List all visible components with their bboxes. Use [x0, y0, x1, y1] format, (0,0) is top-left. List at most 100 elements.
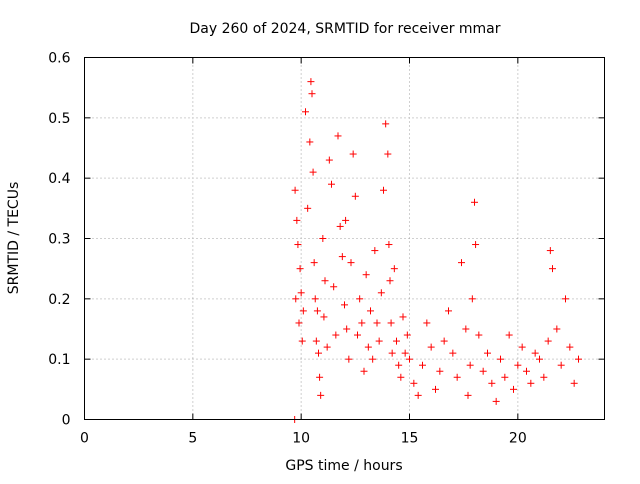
data-point	[338, 253, 346, 261]
data-point	[427, 343, 435, 351]
data-point	[401, 349, 409, 357]
data-point	[373, 319, 381, 327]
data-point	[309, 168, 317, 176]
data-point	[410, 379, 418, 387]
x-tick-label: 0	[80, 431, 89, 447]
data-point	[440, 337, 448, 345]
data-point	[390, 265, 398, 273]
data-point	[342, 216, 350, 224]
data-point	[358, 319, 366, 327]
data-point	[345, 355, 353, 363]
data-point	[323, 343, 331, 351]
data-point	[570, 379, 578, 387]
data-series	[291, 78, 582, 423]
data-point	[310, 259, 318, 267]
data-point	[349, 150, 357, 158]
data-point	[377, 289, 385, 297]
data-point	[557, 361, 565, 369]
data-point	[380, 186, 387, 194]
data-point	[386, 277, 394, 285]
data-point	[294, 241, 302, 249]
grid-lines	[84, 57, 605, 420]
data-point	[544, 337, 552, 345]
data-point	[371, 247, 379, 255]
data-point	[321, 277, 329, 285]
data-point	[387, 319, 395, 327]
data-point	[406, 355, 413, 363]
data-point	[360, 367, 368, 375]
data-point	[475, 331, 483, 339]
data-point	[304, 204, 312, 212]
x-tick-label: 20	[509, 431, 527, 447]
y-tick-label: 0	[62, 413, 71, 429]
data-point	[540, 373, 548, 381]
x-axis-label: GPS time / hours	[285, 458, 402, 474]
data-point	[369, 355, 377, 363]
data-point	[531, 349, 539, 357]
data-point	[445, 307, 452, 315]
data-point	[536, 355, 543, 363]
data-point	[432, 385, 439, 393]
y-tick-label: 0.1	[48, 352, 70, 368]
data-point	[351, 192, 359, 200]
data-point	[518, 343, 526, 351]
data-point	[382, 120, 390, 128]
data-point	[308, 90, 316, 98]
data-point	[319, 235, 327, 242]
data-point	[320, 313, 328, 321]
data-point	[419, 361, 426, 369]
data-point	[297, 289, 305, 297]
data-point	[325, 156, 333, 164]
data-point	[292, 295, 300, 303]
data-point	[364, 343, 372, 351]
data-point	[399, 313, 407, 321]
data-point	[575, 355, 582, 363]
data-point	[311, 295, 319, 303]
data-point	[466, 361, 474, 369]
data-point	[341, 301, 348, 309]
data-point	[453, 373, 461, 381]
y-axis-label: SRMTID / TECUs	[6, 182, 22, 295]
data-point	[354, 331, 361, 339]
data-point	[395, 361, 403, 369]
data-point	[484, 349, 491, 357]
data-point	[527, 379, 535, 387]
data-point	[488, 379, 496, 387]
data-point	[423, 319, 431, 327]
data-point	[334, 132, 342, 140]
data-point	[388, 349, 396, 357]
data-point	[295, 319, 303, 327]
data-point	[449, 349, 457, 357]
data-point	[414, 391, 422, 399]
y-tick-label: 0.2	[48, 292, 70, 308]
data-point	[328, 180, 335, 188]
data-point	[562, 295, 569, 303]
data-point	[312, 337, 320, 345]
data-point	[336, 222, 344, 230]
data-point	[514, 361, 522, 369]
data-point	[501, 373, 509, 381]
data-point	[307, 78, 315, 86]
data-point	[330, 283, 338, 291]
data-point	[492, 397, 500, 405]
data-point	[313, 307, 321, 315]
data-point	[458, 259, 465, 267]
data-point	[472, 241, 480, 249]
data-point	[306, 138, 314, 146]
data-point	[302, 108, 309, 116]
x-tick-label: 5	[188, 431, 197, 447]
x-tick-label: 15	[401, 431, 419, 447]
data-point	[293, 216, 301, 224]
x-tick-label: 10	[292, 431, 310, 447]
data-point	[510, 385, 517, 393]
data-point	[362, 271, 370, 279]
data-point	[317, 391, 325, 399]
data-point	[356, 295, 364, 303]
data-point	[367, 307, 374, 315]
data-point	[296, 265, 304, 273]
data-point	[397, 373, 405, 381]
data-point	[332, 331, 340, 339]
